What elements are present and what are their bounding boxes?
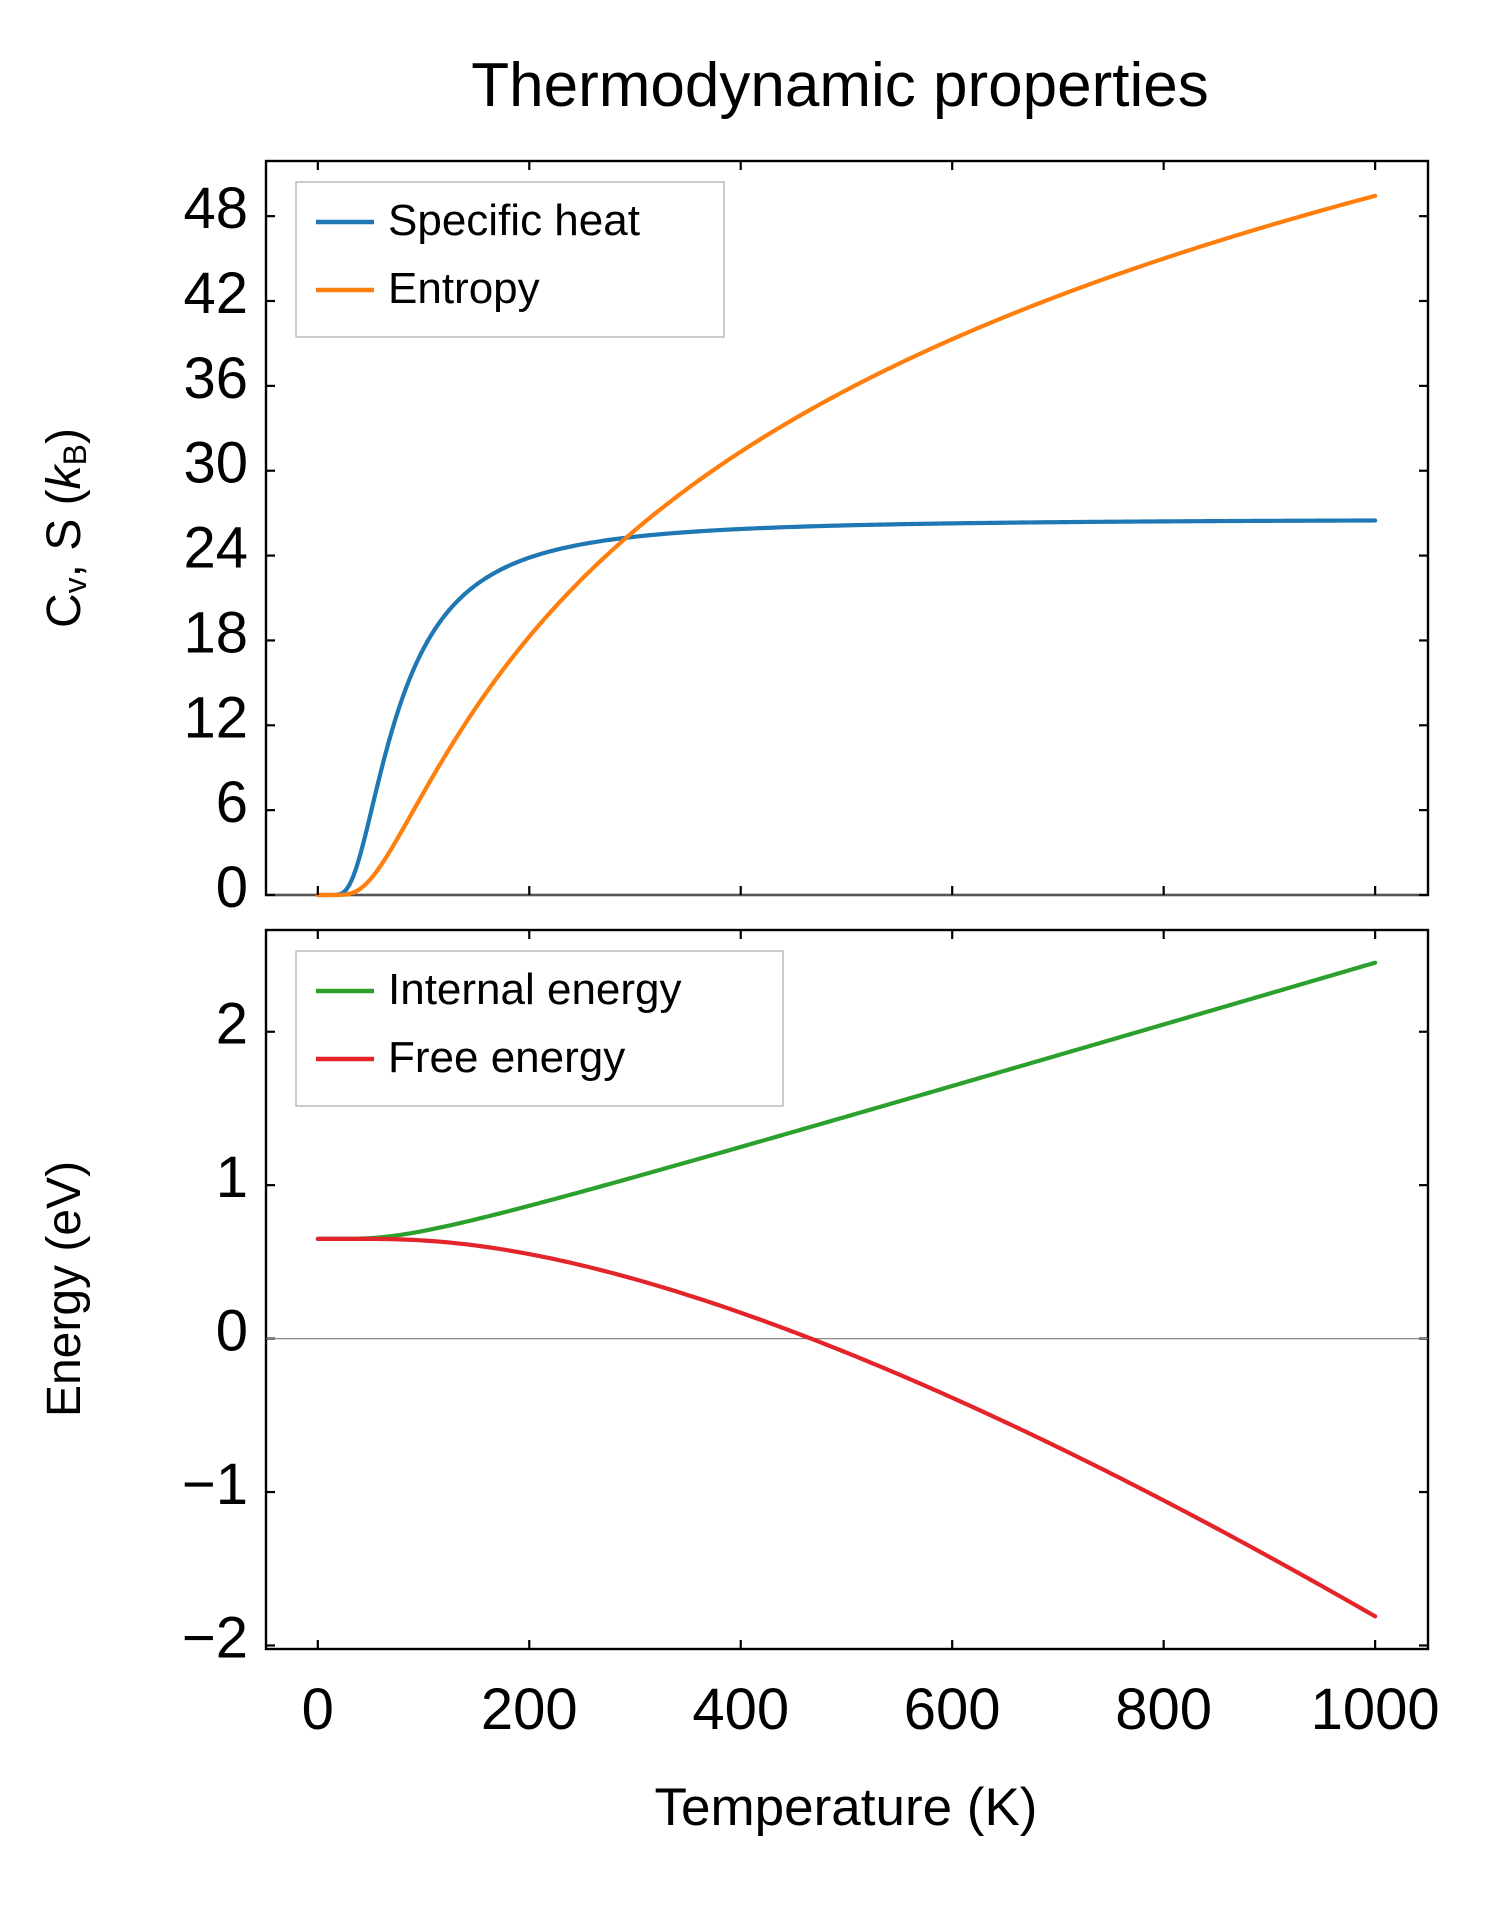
svg-text:30: 30 [183,431,248,496]
svg-text:18: 18 [183,600,248,665]
svg-text:0: 0 [216,855,248,920]
svg-text:48: 48 [183,176,248,241]
svg-text:800: 800 [1115,1677,1212,1742]
svg-text:600: 600 [904,1677,1001,1742]
svg-text:Temperature (K): Temperature (K) [655,1778,1038,1837]
svg-text:2: 2 [216,992,248,1057]
svg-text:36: 36 [183,346,248,411]
svg-text:1: 1 [216,1145,248,1210]
svg-text:12: 12 [183,685,248,750]
svg-text:1000: 1000 [1311,1677,1440,1742]
svg-text:42: 42 [183,261,248,326]
svg-text:400: 400 [692,1677,789,1742]
svg-text:Energy (eV): Energy (eV) [38,1161,91,1417]
svg-text:6: 6 [216,770,248,835]
svg-text:Entropy: Entropy [388,264,540,313]
svg-text:200: 200 [481,1677,578,1742]
svg-text:24: 24 [183,516,248,581]
svg-text:Thermodynamic properties: Thermodynamic properties [471,51,1208,120]
svg-text:Internal energy: Internal energy [388,965,682,1014]
svg-text:−1: −1 [182,1452,248,1517]
svg-text:0: 0 [302,1677,334,1742]
svg-text:Free energy: Free energy [388,1033,625,1082]
svg-text:Specific heat: Specific heat [388,196,640,245]
svg-text:−2: −2 [182,1605,248,1670]
svg-text:0: 0 [216,1299,248,1364]
